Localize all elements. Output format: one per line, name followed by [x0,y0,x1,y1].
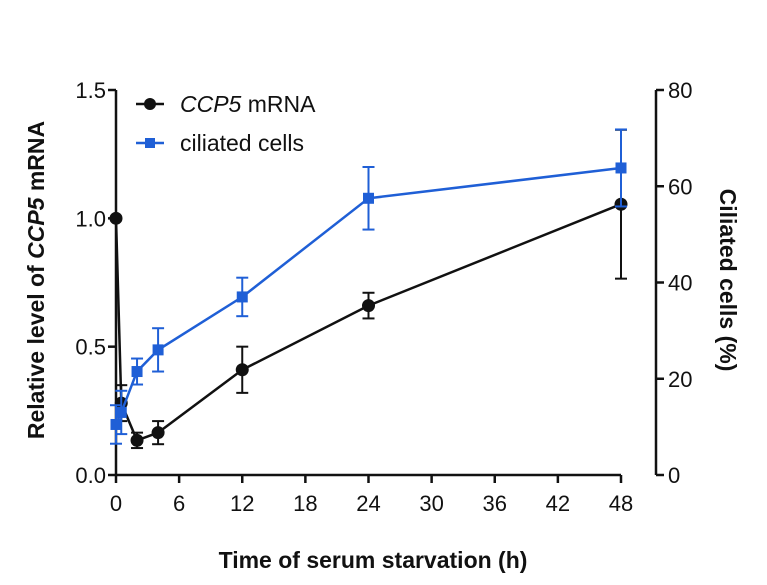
x-axis-title: Time of serum starvation (h) [219,547,528,573]
x-tick-label-3: 18 [293,491,317,516]
x-tick-label-6: 36 [483,491,507,516]
legend-label-cilia: ciliated cells [180,130,304,156]
series-1-point-6 [615,162,627,174]
x-tick-label-8: 48 [609,491,633,516]
y-left-axis-title: Relative level of CCP5 mRNA [23,121,49,439]
y-right-tick-label-2: 40 [668,271,692,296]
series-0-point-3 [151,426,165,440]
axes: 0 6 12 18 24 30 36 42 48 0.0 0.5 1.0 1.5 0 20 40 60 80 [75,78,692,516]
series-0-point-0 [109,211,123,225]
y-left-tick-label-2: 1.0 [75,206,106,231]
x-tick-label-7: 42 [546,491,570,516]
y-right-axis-title: Ciliated cells (%) [715,189,741,372]
y-left-tick-label-0: 0.0 [75,463,106,488]
series-1-point-2 [131,366,143,378]
series-1-point-1 [115,406,127,418]
series-0-point-5 [362,299,375,313]
series-0-line [114,203,622,442]
legend-marker-mrna [144,98,156,110]
y-left-tick-label-3: 1.5 [75,78,106,103]
series-0-point-2 [130,433,144,447]
y-right-tick-label-1: 20 [668,367,692,392]
legend: CCP5 mRNA ciliated cells [136,91,316,156]
x-tick-label-0: 0 [110,491,122,516]
series-1-point-5 [363,192,374,204]
y-left-tick-label-1: 0.5 [75,335,106,360]
y-right-tick-label-0: 0 [668,463,680,488]
legend-marker-cilia [145,138,155,148]
series-0-point-4 [235,363,249,377]
series-1-point-4 [236,291,248,303]
legend-label-mrna: CCP5 mRNA [180,91,316,117]
x-tick-label-1: 6 [173,491,185,516]
y-right-tick-label-4: 80 [668,78,692,103]
series-layer [109,128,628,450]
x-tick-label-2: 12 [230,491,254,516]
y-right-tick-label-3: 60 [668,174,692,199]
series-1-point-3 [152,344,164,356]
x-tick-label-5: 30 [419,491,443,516]
series-1-point-0 [110,418,122,430]
series-1 [110,128,627,445]
x-tick-label-4: 24 [356,491,380,516]
